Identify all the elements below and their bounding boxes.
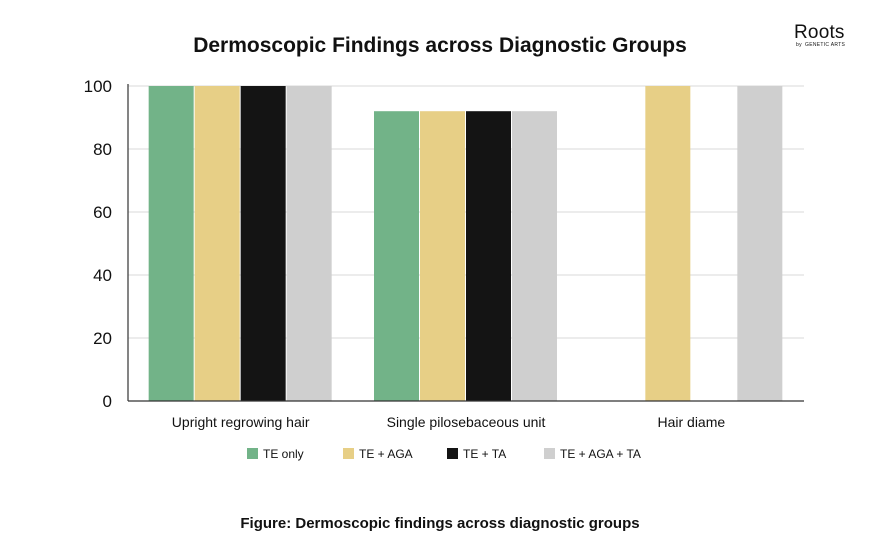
- figure-caption: Figure: Dermoscopic findings across diag…: [240, 515, 639, 532]
- legend-swatch: [247, 448, 258, 459]
- bar-1-0: [374, 111, 419, 401]
- x-category-labels: Upright regrowing hair Single pilosebaceo…: [172, 414, 726, 430]
- y-tick-label: 40: [93, 266, 112, 285]
- x-category-label: Single pilosebaceous unit: [387, 414, 546, 430]
- y-tick-labels: 0 20 40 60 80 100: [84, 77, 112, 411]
- logo-text: Roots: [794, 22, 845, 43]
- bar-1-1: [420, 111, 465, 401]
- logo-subtitle: GENETIC ARTS: [805, 42, 846, 48]
- legend-label: TE + AGA: [359, 447, 413, 461]
- legend-swatch: [343, 448, 354, 459]
- legend-label: TE only: [263, 447, 304, 461]
- bar-0-1: [194, 86, 240, 401]
- y-tick-label: 20: [93, 329, 112, 348]
- bar-2-1: [645, 86, 691, 401]
- bar-1-3: [512, 111, 557, 401]
- chart-title: Dermoscopic Findings across Diagnostic G…: [193, 34, 687, 57]
- y-tick-label: 100: [84, 77, 112, 96]
- bars: [148, 86, 783, 401]
- x-category-label: Hair diame: [657, 414, 725, 430]
- legend: TE only TE + AGA TE + TA TE + AGA + TA: [247, 447, 641, 461]
- bar-0-3: [286, 86, 332, 401]
- logo-by: by: [796, 42, 802, 48]
- y-tick-label: 60: [93, 203, 112, 222]
- x-category-label: Upright regrowing hair: [172, 414, 310, 430]
- bar-0-2: [240, 86, 286, 401]
- y-tick-label: 80: [93, 140, 112, 159]
- legend-swatch: [447, 448, 458, 459]
- y-tick-label: 0: [103, 392, 112, 411]
- bar-1-2: [466, 111, 511, 401]
- legend-label: TE + TA: [463, 447, 506, 461]
- legend-swatch: [544, 448, 555, 459]
- axes: [127, 84, 804, 402]
- brand-logo: Roots by GENETIC ARTS: [794, 22, 846, 48]
- bar-0-0: [148, 86, 194, 401]
- legend-label: TE + AGA + TA: [560, 447, 641, 461]
- bar-2-3: [737, 86, 783, 401]
